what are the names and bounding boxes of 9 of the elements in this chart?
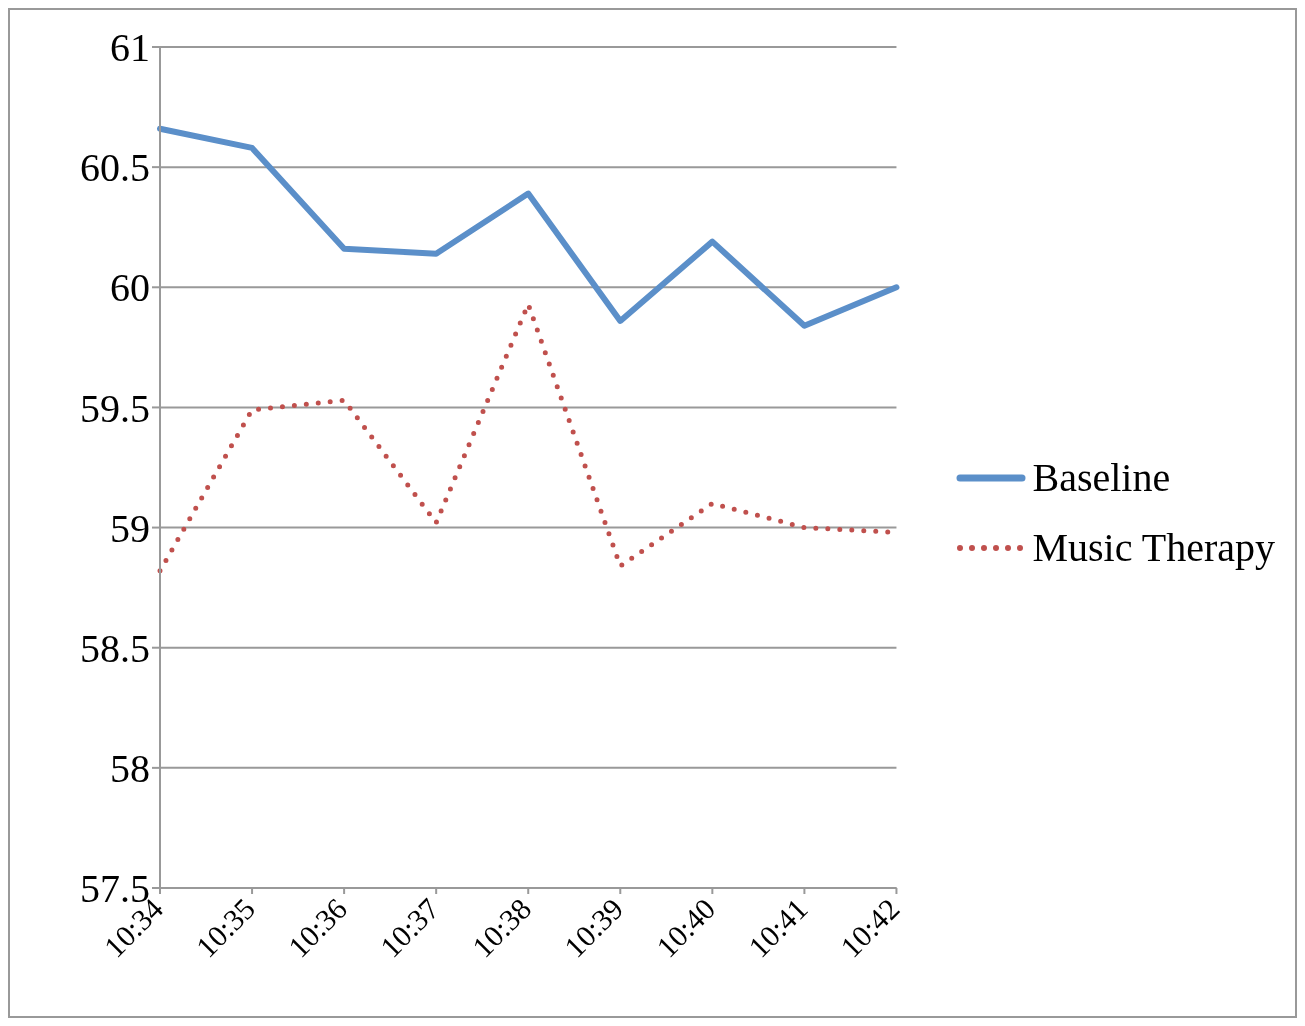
legend-label: Music Therapy	[1032, 524, 1275, 572]
y-tick-label: 58.5	[80, 625, 150, 671]
y-tick-label: 59	[110, 505, 150, 551]
y-tick-label: 61	[110, 25, 150, 71]
y-tick-label: 60	[110, 265, 150, 311]
y-tick-label: 58	[110, 746, 150, 792]
y-tick-label: 60.5	[80, 145, 150, 191]
legend-label: Baseline	[1032, 454, 1171, 502]
y-tick-label: 59.5	[80, 385, 150, 431]
